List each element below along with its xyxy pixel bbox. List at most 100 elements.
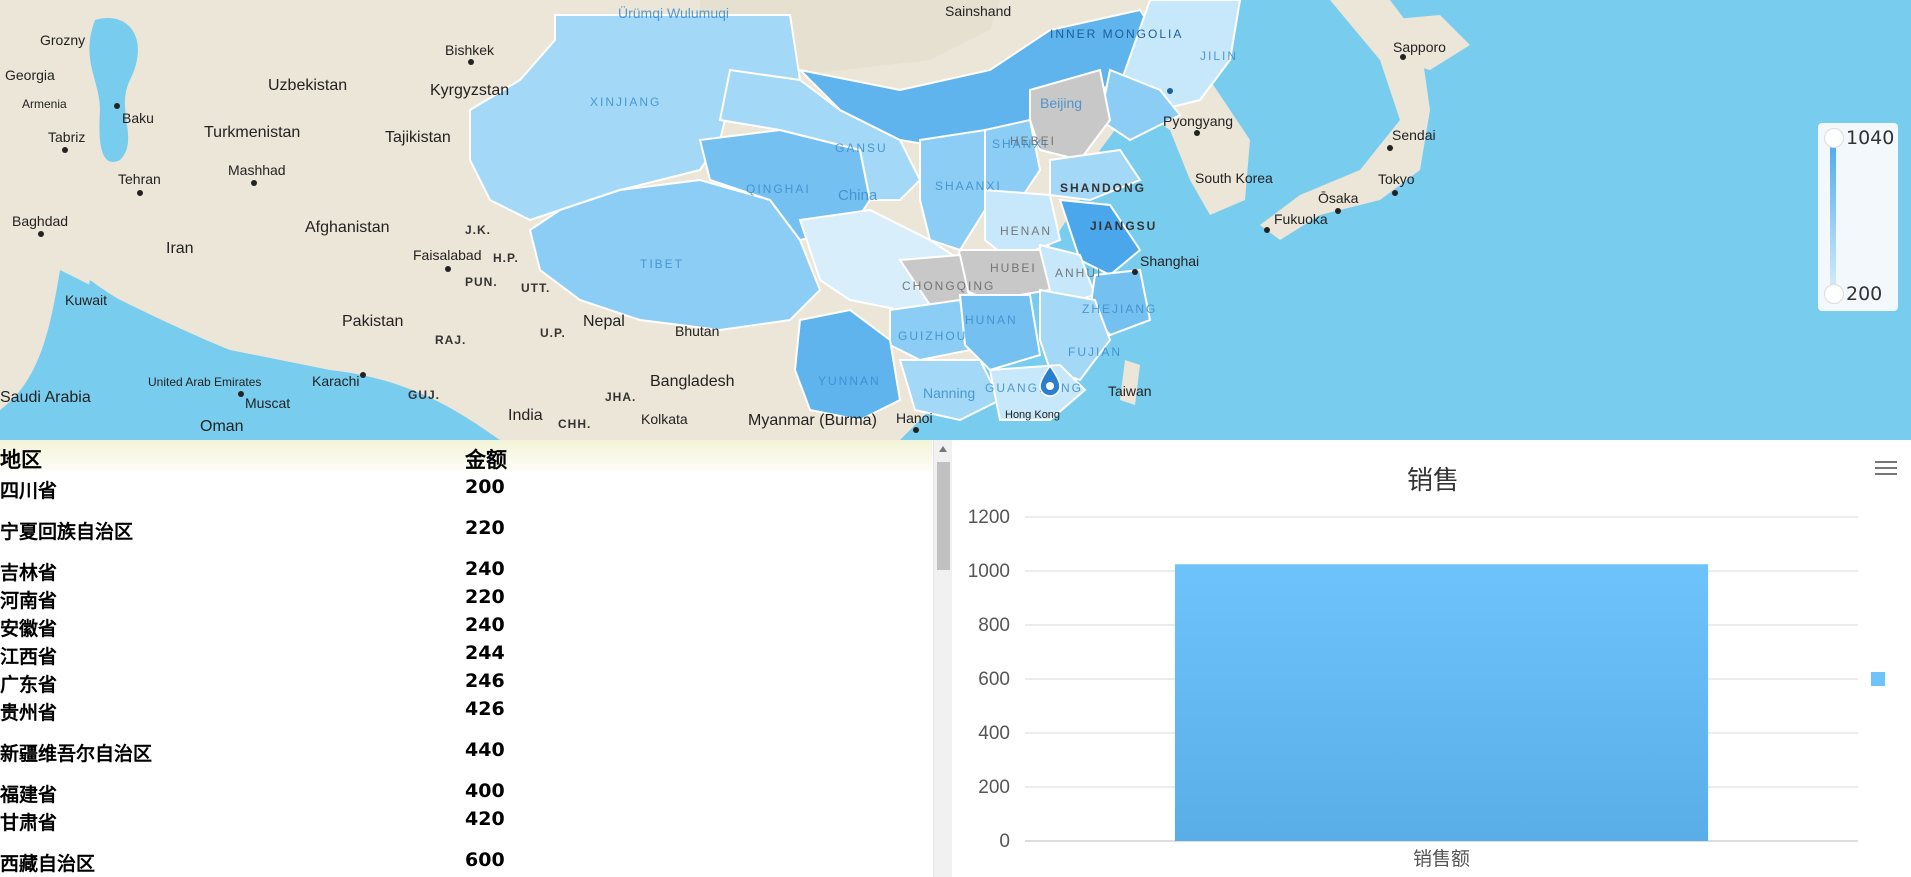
map-label-bishkek: Bishkek: [445, 42, 495, 58]
y-tick-label: 400: [978, 723, 1010, 744]
cell-amount: 600: [465, 849, 505, 871]
province-shandong[interactable]: [1049, 148, 1142, 202]
map-label-hanoi: Hanoi: [896, 410, 933, 426]
cell-region: 吉林省: [0, 562, 58, 584]
cell-region: 河南省: [0, 590, 58, 612]
map-label-uzbekistan: Uzbekistan: [268, 77, 347, 94]
table-row[interactable]: 安徽省 240: [0, 614, 932, 640]
map-label-fujian: FUJIAN: [1068, 345, 1122, 359]
cell-amount: 420: [465, 808, 505, 830]
table-row[interactable]: 新疆维吾尔自治区 440: [0, 739, 932, 765]
legend-swatch[interactable]: [1871, 672, 1885, 686]
dot-hanoi: [913, 427, 919, 433]
table-row[interactable]: 贵州省 426: [0, 698, 932, 724]
dot-baku: [114, 103, 120, 109]
cell-amount: 220: [465, 517, 505, 539]
table-row[interactable]: 甘肃省 420: [0, 808, 932, 834]
map-label-sendai: Sendai: [1392, 127, 1436, 143]
map-label-jha: JHA.: [605, 390, 636, 404]
map-label-up: U.P.: [540, 326, 566, 340]
cell-region: 安徽省: [0, 618, 58, 640]
map-canvas[interactable]: Grozny Bishkek Sainshand Sapporo Baku Ge…: [0, 0, 1911, 440]
chart-menu-icon[interactable]: [1875, 458, 1897, 478]
map-label-afghanistan: Afghanistan: [305, 219, 390, 236]
dot-mashhad: [251, 180, 257, 186]
dot-pyongyang: [1194, 130, 1200, 136]
table-row[interactable]: 宁夏回族自治区 220: [0, 517, 932, 543]
map-label-turkmenistan: Turkmenistan: [204, 124, 300, 141]
province-guangxi[interactable]: [898, 359, 1002, 422]
map-label-anhui: ANHUI: [1055, 266, 1102, 280]
map-label-jiangsu: JIANGSU: [1090, 219, 1157, 233]
map-marker-icon[interactable]: [1039, 364, 1061, 397]
bar[interactable]: [1174, 564, 1709, 841]
map-label-baku: Baku: [122, 110, 154, 126]
sales-chart[interactable]: 销售 0 200 400 600 800 1000 1200 销售额: [955, 440, 1911, 877]
province-guangdong[interactable]: [988, 363, 1087, 421]
legend-max-handle[interactable]: [1824, 128, 1844, 148]
map-label-iran: Iran: [166, 240, 194, 257]
map-label-osaka: Ōsaka: [1318, 190, 1359, 206]
dot-faisalabad: [445, 266, 451, 272]
map-label-yunnan: YUNNAN: [818, 374, 881, 388]
map-labels: Grozny Bishkek Sainshand Sapporo Baku Ge…: [0, 3, 1446, 435]
cell-region: 四川省: [0, 480, 58, 502]
scrollbar-thumb[interactable]: [937, 462, 950, 570]
y-tick-label: 200: [978, 777, 1010, 798]
map-label-utt: UTT.: [521, 281, 550, 295]
dot-sendai: [1387, 145, 1393, 151]
map-label-tokyo: Tokyo: [1378, 171, 1415, 187]
data-table[interactable]: 地区 金额 四川省 200 宁夏回族自治区 220 吉林省 240 河南省 22…: [0, 440, 952, 877]
y-tick-label: 600: [978, 669, 1010, 690]
city-dots: [38, 54, 1406, 433]
table-row[interactable]: 广东省 246: [0, 670, 932, 696]
table-row[interactable]: 四川省 200: [0, 476, 932, 502]
legend-gradient-bar: [1830, 137, 1836, 291]
legend-min-handle[interactable]: [1824, 284, 1844, 304]
province-jiangxi-fujian[interactable]: [1039, 288, 1112, 382]
province-gansu[interactable]: [718, 68, 922, 201]
map-label-nanning: Nanning: [923, 385, 975, 401]
map-label-georgia: Georgia: [5, 67, 55, 83]
map-label-guj: GUJ.: [408, 388, 440, 402]
table-row[interactable]: 西藏自治区 600: [0, 849, 932, 875]
dot-fukuoka: [1264, 227, 1270, 233]
cell-amount: 440: [465, 739, 505, 761]
table-row[interactable]: 河南省 220: [0, 586, 932, 612]
map-label-pakistan: Pakistan: [342, 313, 403, 330]
china-provinces[interactable]: [469, 0, 1242, 422]
map-label-kolkata: Kolkata: [641, 411, 688, 427]
table-row[interactable]: 江西省 244: [0, 642, 932, 668]
map-label-gansu: GANSU: [835, 141, 888, 155]
map-view[interactable]: Grozny Bishkek Sainshand Sapporo Baku Ge…: [0, 0, 1911, 440]
table-row[interactable]: 吉林省 240: [0, 558, 932, 584]
cell-region: 广东省: [0, 674, 58, 696]
map-label-raj: RAJ.: [435, 333, 466, 347]
map-label-guizhou: GUIZHOU: [898, 329, 967, 343]
cell-region: 甘肃省: [0, 812, 58, 834]
dot-sapporo: [1400, 54, 1406, 60]
y-tick-label: 1000: [968, 561, 1010, 582]
province-yunnan[interactable]: [793, 308, 902, 422]
header-amount: 金额: [465, 448, 507, 472]
map-label-kuwait: Kuwait: [65, 292, 107, 308]
y-tick-label: 1200: [968, 507, 1010, 528]
visual-map-legend[interactable]: 1040 200: [1818, 123, 1898, 311]
y-tick-label: 800: [978, 615, 1010, 636]
map-label-muscat: Muscat: [245, 395, 290, 411]
map-label-zhejiang: ZHEJIANG: [1082, 302, 1157, 316]
map-label-beijing: Beijing: [1040, 95, 1082, 111]
dot-osaka: [1335, 208, 1341, 214]
province-hunan[interactable]: [958, 294, 1042, 372]
province-tibet[interactable]: [528, 178, 822, 332]
map-label-pun: PUN.: [465, 275, 498, 289]
map-label-oman: Oman: [200, 418, 244, 435]
table-row[interactable]: 福建省 400: [0, 780, 932, 806]
map-label-kyrgyzstan: Kyrgyzstan: [430, 82, 509, 99]
scroll-up-arrow-icon[interactable]: [939, 446, 947, 452]
map-label-henan: HENAN: [1000, 224, 1052, 238]
cell-amount: 200: [465, 476, 505, 498]
table-scrollbar[interactable]: [933, 440, 952, 877]
map-label-south-korea: South Korea: [1195, 170, 1273, 186]
dot-beijing-blue: [1167, 88, 1173, 94]
